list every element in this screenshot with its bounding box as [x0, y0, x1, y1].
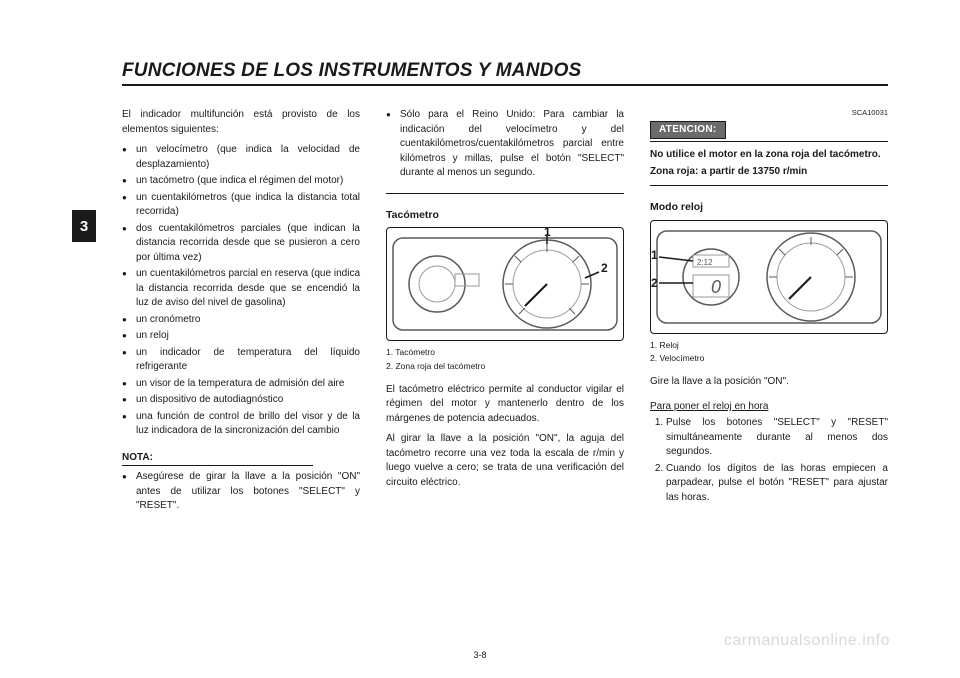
list-item: Asegúrese de girar la llave a la posició… [122, 470, 360, 514]
nota-heading: NOTA: [122, 451, 360, 471]
column-3: SCA10031 ATENCION: No utilice el motor e… [650, 108, 888, 526]
figure-reloj: 2:12 0 1 [650, 220, 888, 334]
atencion-rule [650, 141, 888, 142]
list-item: un velocímetro (que indica la velocidad … [122, 143, 360, 172]
atencion-bottom-rule [650, 185, 888, 186]
manual-page: 3 FUNCIONES DE LOS INSTRUMENTOS Y MANDOS… [0, 0, 960, 678]
reloj-proc-heading-text: Para poner el reloj en hora [650, 401, 768, 412]
chapter-tab: 3 [72, 210, 96, 242]
atencion-body-1: No utilice el motor en la zona roja del … [650, 148, 888, 163]
callout-2: 2 [651, 276, 658, 290]
fig1-captions: 1. Tacómetro 2. Zona roja del tacómetro [386, 347, 624, 373]
list-item: una función de control de brillo del vis… [122, 410, 360, 439]
reloj-proc-heading: Para poner el reloj en hora [650, 400, 888, 415]
figure-tacometro: 1 2 [386, 227, 624, 341]
list-item: un indicador de temperatura del líquido … [122, 346, 360, 375]
gauge-cluster-icon: 2:12 0 1 [651, 221, 887, 333]
list-item: dos cuentakilómetros parciales (que indi… [122, 222, 360, 266]
nota-bullets: Asegúrese de girar la llave a la posició… [122, 470, 360, 514]
list-item: Pulse los botones "SELECT" y "RESET" sim… [666, 416, 888, 460]
list-item: un dispositivo de autodiagnóstico [122, 393, 360, 408]
callout-1: 1 [544, 228, 551, 239]
fig2-caption-1: 1. Reloj [650, 340, 888, 352]
list-item: Cuando los dígitos de las horas empiecen… [666, 462, 888, 506]
list-item: un tacómetro (que indica el régimen del … [122, 174, 360, 189]
gauge-cluster-icon: 1 2 [387, 228, 623, 340]
list-item: un cronómetro [122, 313, 360, 328]
atencion-body-2: Zona roja: a partir de 13750 r/min [650, 165, 888, 180]
atencion-label: ATENCION: [650, 121, 726, 140]
callout-2: 2 [601, 261, 608, 275]
col1-bullets: un velocímetro (que indica la velocidad … [122, 143, 360, 439]
fig2-captions: 1. Reloj 2. Velocímetro [650, 340, 888, 366]
page-number: 3-8 [0, 650, 960, 660]
list-item: un reloj [122, 329, 360, 344]
col2-cont-bullets: Sólo para el Reino Unido: Para cambiar l… [386, 108, 624, 181]
reloj-lead: Gire la llave a la posición "ON". [650, 375, 888, 390]
modo-reloj-heading: Modo reloj [650, 200, 888, 215]
divider [386, 193, 624, 194]
list-item: un cuentakilómetros parcial en reserva (… [122, 267, 360, 311]
fig2-caption-2: 2. Velocímetro [650, 353, 888, 365]
taco-body-1: El tacómetro eléctrico permite al conduc… [386, 383, 624, 427]
fig1-caption-1: 1. Tacómetro [386, 347, 624, 359]
chapter-tab-number: 3 [80, 218, 88, 235]
reloj-steps: Pulse los botones "SELECT" y "RESET" sim… [650, 416, 888, 505]
watermark: carmanualsonline.info [724, 632, 890, 650]
column-2: Sólo para el Reino Unido: Para cambiar l… [386, 108, 624, 526]
col1-lead: El indicador multifunción está provisto … [122, 108, 360, 137]
svg-text:0: 0 [711, 277, 721, 297]
list-item: un visor de la temperatura de admisión d… [122, 377, 360, 392]
svg-text:2:12: 2:12 [697, 258, 713, 267]
fig1-caption-2: 2. Zona roja del tacómetro [386, 361, 624, 373]
content-columns: El indicador multifunción está provisto … [122, 108, 888, 526]
reference-code: SCA10031 [650, 108, 888, 119]
callout-1: 1 [651, 248, 658, 262]
list-item: Sólo para el Reino Unido: Para cambiar l… [386, 108, 624, 181]
column-1: El indicador multifunción está provisto … [122, 108, 360, 526]
chapter-title: FUNCIONES DE LOS INSTRUMENTOS Y MANDOS [122, 60, 888, 82]
tacometro-heading: Tacómetro [386, 208, 624, 223]
taco-body-2: Al girar la llave a la posición "ON", la… [386, 432, 624, 490]
nota-label: NOTA: [122, 451, 313, 467]
list-item: un cuentakilómetros (que indica la dista… [122, 191, 360, 220]
title-rule [122, 84, 888, 86]
